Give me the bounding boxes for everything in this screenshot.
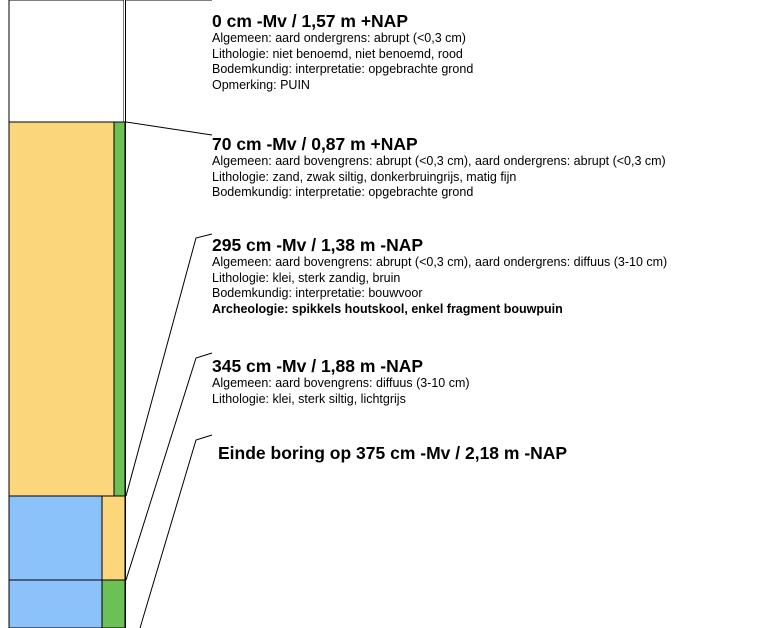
- layer-depth-heading: 0 cm -Mv / 1,57 m +NAP: [212, 11, 408, 31]
- layer-depth-heading: 345 cm -Mv / 1,88 m -NAP: [212, 356, 424, 376]
- layer-detail-line: Algemeen: aard bovengrens: abrupt (<0,3 …: [212, 255, 668, 269]
- end-of-boring-label: Einde boring op 375 cm -Mv / 2,18 m -NAP: [218, 443, 568, 463]
- layer-3-main: [8, 495, 103, 581]
- leader-line-1: [125, 121, 213, 136]
- layer-depth-heading: 295 cm -Mv / 1,38 m -NAP: [212, 235, 424, 255]
- layer-detail-line: Bodemkundig: interpretatie: opgebrachte …: [212, 62, 474, 76]
- layer-description-3: 295 cm -Mv / 1,38 m -NAP Algemeen: aard …: [212, 235, 771, 317]
- layer-3-strip: [101, 495, 126, 581]
- layer-detail-line: Lithologie: klei, sterk zandig, bruin: [212, 270, 401, 285]
- layer-detail-line: Bodemkundig: interpretatie: bouwvoor: [212, 286, 423, 300]
- layer-4-main: [8, 579, 103, 628]
- layer-detail-line: Lithologie: klei, sterk siltig, lichtgri…: [212, 391, 406, 406]
- layer-4-strip: [101, 579, 126, 628]
- leader-line-4: [139, 434, 213, 628]
- layer-detail-line: Algemeen: aard ondergrens: abrupt (<0,3 …: [212, 31, 466, 45]
- layer-description-2: 70 cm -Mv / 0,87 m +NAP Algemeen: aard b…: [212, 134, 771, 201]
- layer-depth-heading: 70 cm -Mv / 0,87 m +NAP: [212, 134, 418, 154]
- layer-detail-line: Lithologie: zand, zwak siltig, donkerbru…: [212, 169, 517, 184]
- layer-detail-line: Bodemkundig: interpretatie: opgebrachte …: [212, 185, 474, 199]
- layer-description-1: 0 cm -Mv / 1,57 m +NAP Algemeen: aard on…: [212, 11, 771, 93]
- layer-archeology-line: Archeologie: spikkels houtskool, enkel f…: [212, 301, 563, 316]
- layer-2-main: [8, 121, 115, 497]
- layer-detail-line: Algemeen: aard bovengrens: abrupt (<0,3 …: [212, 154, 666, 168]
- layer-1-main: [8, 0, 125, 123]
- leader-line-3: [125, 352, 213, 581]
- layer-detail-line: Algemeen: aard bovengrens: diffuus (3-10…: [212, 376, 470, 390]
- layer-description-4: 345 cm -Mv / 1,88 m -NAP Algemeen: aard …: [212, 356, 771, 407]
- layer-2-strip: [113, 121, 126, 497]
- layer-detail-line: Lithologie: niet benoemd, niet benoemd, …: [212, 46, 463, 61]
- leader-line-2: [125, 233, 213, 497]
- layer-detail-line: Opmerking: PUIN: [212, 77, 310, 92]
